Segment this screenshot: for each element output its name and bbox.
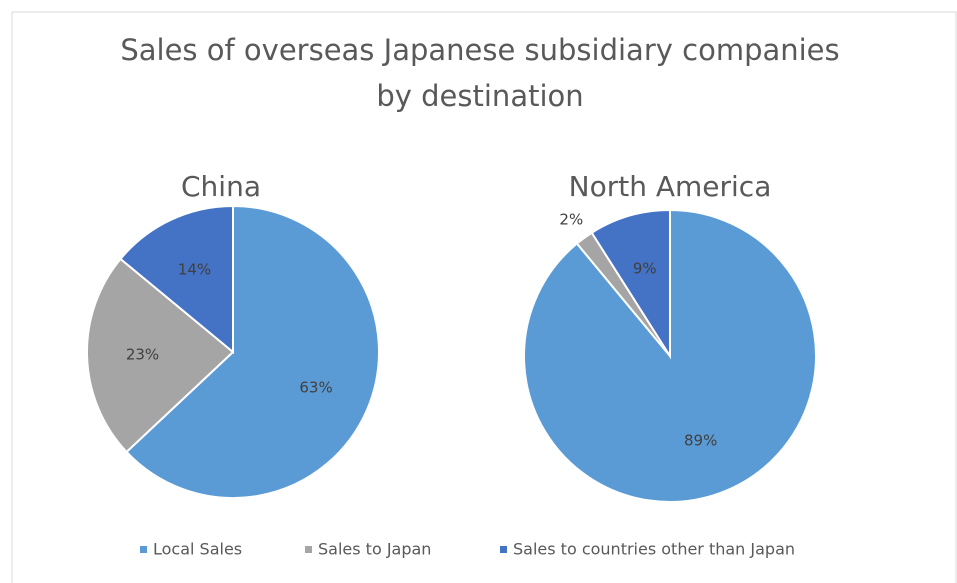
chart-title: by destination (376, 79, 583, 113)
data-label: 2% (559, 211, 583, 229)
legend-label: Sales to countries other than Japan (513, 540, 795, 559)
legend-marker (305, 546, 312, 553)
pie-slice (119, 204, 234, 355)
pie-slice (125, 204, 380, 499)
legend-marker (140, 546, 147, 553)
legend-marker (500, 546, 507, 553)
pie-slice (86, 257, 235, 454)
data-label: 23% (126, 345, 159, 363)
data-label: 14% (178, 261, 211, 279)
legend-label: Local Sales (153, 540, 242, 559)
chart-border (11, 11, 957, 583)
chart-title: Sales of overseas Japanese subsidiary co… (120, 33, 839, 67)
legend-label: Sales to Japan (318, 540, 431, 559)
data-label: 9% (633, 260, 657, 278)
pie-title: North America (569, 170, 772, 203)
pie-title: China (181, 170, 261, 203)
data-label: 63% (299, 378, 332, 396)
data-label: 89% (684, 432, 717, 450)
pie-slice (590, 208, 671, 360)
